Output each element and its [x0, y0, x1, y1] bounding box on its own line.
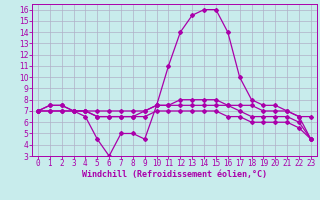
X-axis label: Windchill (Refroidissement éolien,°C): Windchill (Refroidissement éolien,°C) [82, 170, 267, 179]
